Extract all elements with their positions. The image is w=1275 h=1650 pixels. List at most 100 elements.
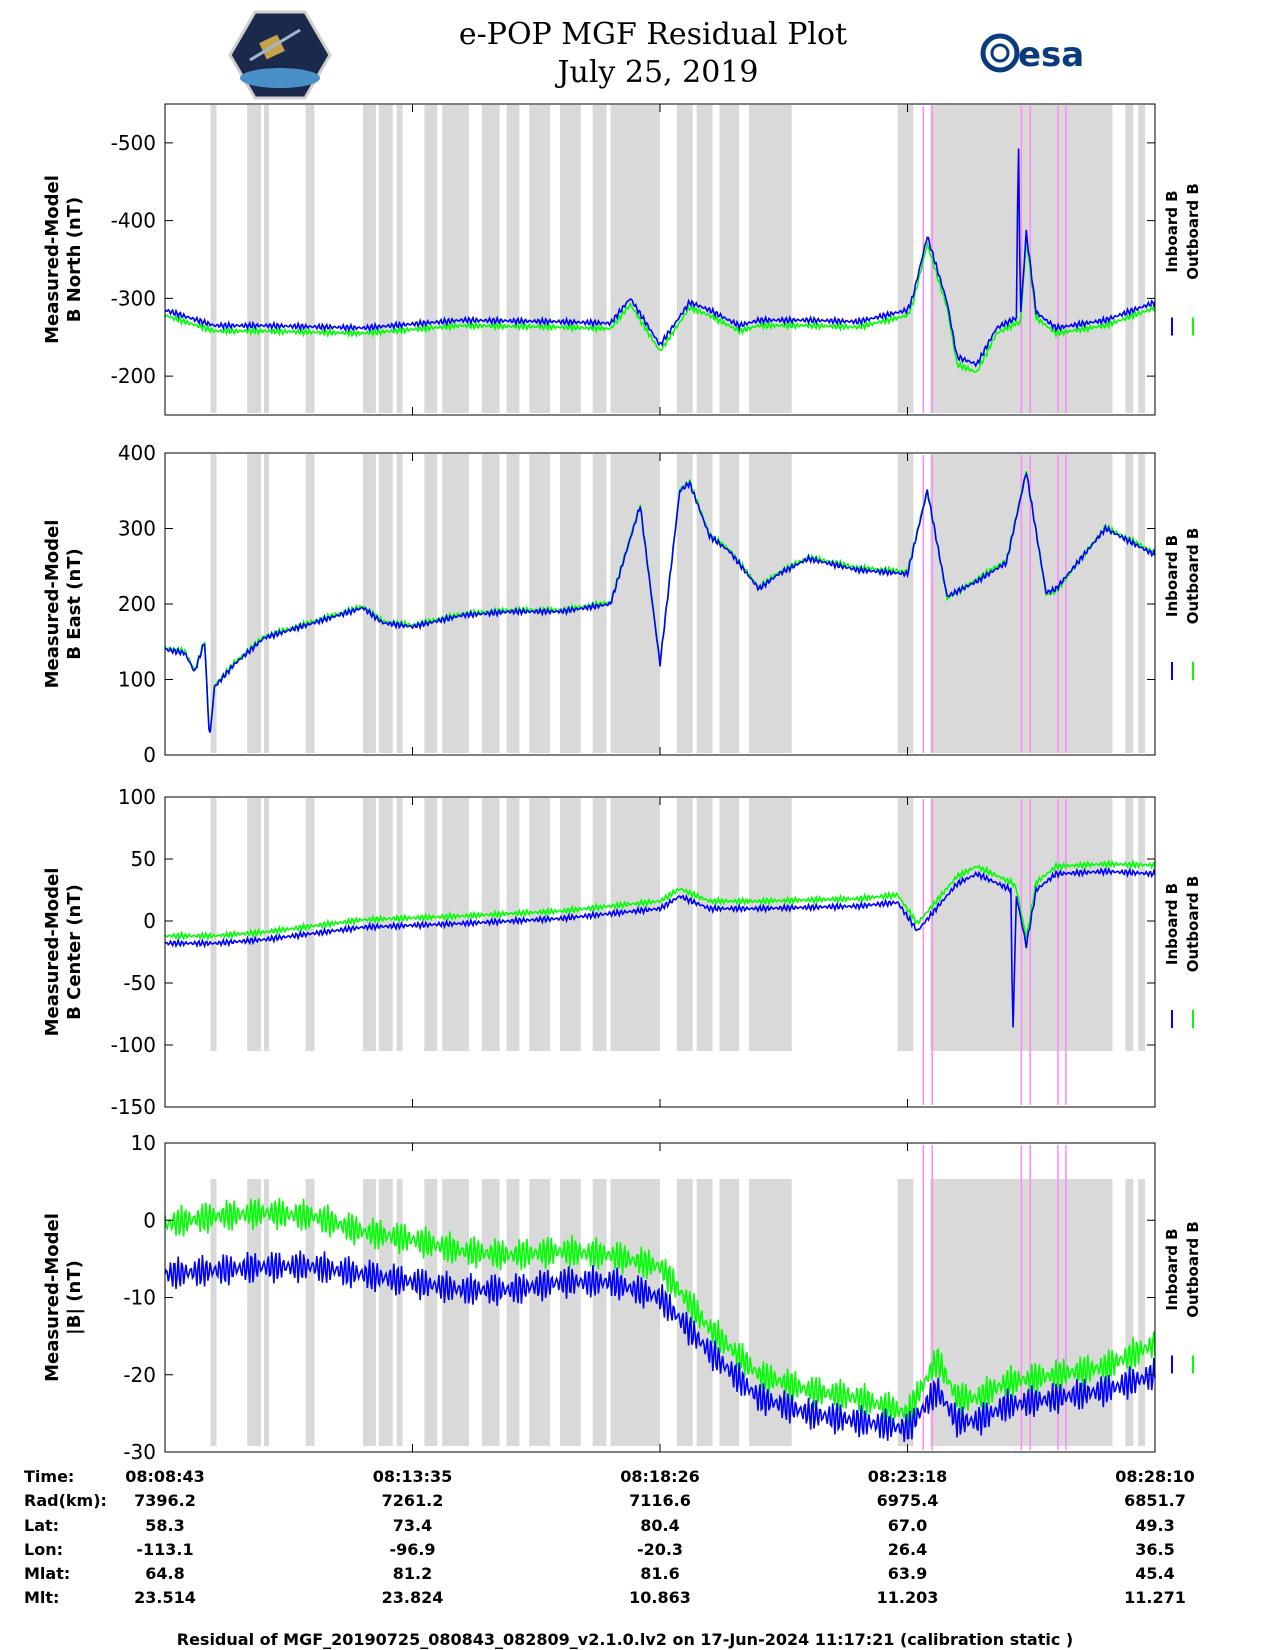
y-axis-label: B North (nT) (64, 197, 85, 323)
esa-logo: esa (980, 33, 1084, 75)
info-row-label: Mlat: (24, 1564, 70, 1583)
data-gap-band (363, 454, 376, 753)
data-gap-band (481, 798, 500, 1051)
data-gap-band (442, 454, 469, 753)
data-gap-band (210, 105, 217, 413)
info-cell: 36.5 (1135, 1540, 1174, 1559)
data-gap-band (749, 454, 792, 753)
data-gap-band (506, 105, 520, 413)
data-gap-band (481, 1179, 500, 1446)
data-gap-band (719, 105, 740, 413)
data-gap-band (506, 454, 520, 753)
data-gap-band (897, 454, 914, 753)
data-gap-band (247, 798, 262, 1051)
data-gap-band (696, 1179, 713, 1446)
data-gap-band (676, 105, 693, 413)
data-gap-band (897, 798, 914, 1051)
legend-label: Outboard B (1184, 1221, 1202, 1318)
data-gap-band (305, 105, 315, 413)
series-line-outboard (164, 1197, 1156, 1426)
data-gap-band (264, 798, 269, 1051)
data-gap-band (363, 1179, 376, 1446)
series-line-inboard (164, 148, 1156, 368)
data-gap-band (1138, 454, 1146, 753)
y-tick-label: 200 (118, 592, 156, 616)
y-tick-label: 300 (118, 517, 156, 541)
info-cell: 10.863 (629, 1588, 691, 1607)
info-cell: 23.824 (382, 1588, 444, 1607)
data-gap-band (378, 105, 393, 413)
info-cell: 26.4 (888, 1540, 927, 1559)
info-cell: -96.9 (389, 1540, 435, 1559)
data-gap-band (749, 105, 792, 413)
data-gap-band (749, 798, 792, 1051)
data-gap-band (378, 1179, 393, 1446)
data-gap-band (481, 105, 500, 413)
data-gap-band (363, 105, 376, 413)
y-tick-label: -20 (123, 1363, 156, 1387)
legend-label: Outboard B (1184, 528, 1202, 625)
data-gap-band (1125, 798, 1134, 1051)
data-gap-band (424, 105, 438, 413)
series-line-inboard (164, 1250, 1156, 1442)
y-tick-label: -400 (111, 209, 156, 233)
panel-north: -200 -300 -400 -500 Measured-Model B North (n… (42, 103, 1202, 416)
data-gap-band (560, 1179, 581, 1446)
plot-title: e-POP MGF Residual Plot (459, 17, 847, 52)
data-gap-band (560, 454, 581, 753)
data-gap-band (719, 454, 740, 753)
data-gap-band (481, 454, 500, 753)
info-cell: 49.3 (1135, 1516, 1174, 1535)
legend-label: Inboard B (1163, 883, 1181, 965)
info-cell: 7116.6 (629, 1491, 691, 1510)
data-gap-band (897, 1179, 914, 1446)
info-cell: 08:13:35 (373, 1467, 453, 1486)
data-gap-band (305, 454, 315, 753)
panel-total: 10 0 -10 -20 -30 Measured-Model |B| (nT) Inboar… (42, 1131, 1202, 1464)
info-cell: 58.3 (145, 1516, 184, 1535)
data-gap-band (696, 105, 713, 413)
data-gap-band (676, 798, 693, 1051)
data-gap-band (719, 1179, 740, 1446)
info-row-label: Rad(km): (24, 1491, 107, 1510)
data-gap-band (610, 798, 660, 1051)
info-cell: 45.4 (1135, 1564, 1174, 1583)
info-cell: 67.0 (888, 1516, 927, 1535)
data-gap-band (396, 454, 403, 753)
plot-date: July 25, 2019 (554, 55, 758, 90)
data-gap-band (610, 1179, 660, 1446)
info-cell: -113.1 (136, 1540, 193, 1559)
series-line-inboard (164, 471, 1156, 733)
info-cell: 63.9 (888, 1564, 927, 1583)
info-row-label: Time: (24, 1467, 74, 1486)
info-cell: 80.4 (640, 1516, 679, 1535)
y-axis-label: Measured-Model (42, 175, 63, 344)
info-cell: 81.2 (393, 1564, 432, 1583)
data-gap-band (529, 454, 551, 753)
info-row-label: Mlt: (24, 1588, 59, 1607)
data-gap-band (592, 798, 607, 1051)
data-gap-band (210, 454, 217, 753)
data-gap-band (1125, 105, 1134, 413)
data-gap-band (396, 1179, 403, 1446)
data-gap-band (592, 1179, 607, 1446)
data-gap-band (529, 798, 551, 1051)
y-axis-label: B Center (nT) (64, 884, 85, 1020)
series-line-outboard (164, 858, 1156, 942)
data-gap-band (897, 105, 914, 413)
y-tick-label: 100 (118, 785, 156, 809)
info-cell: 7261.2 (382, 1491, 444, 1510)
info-cell: 08:23:18 (868, 1467, 948, 1486)
data-gap-band (592, 105, 607, 413)
info-cell: 73.4 (393, 1516, 432, 1535)
info-cell: 7396.2 (134, 1491, 196, 1510)
info-cell: 11.271 (1124, 1588, 1186, 1607)
info-cell: 6851.7 (1124, 1491, 1186, 1510)
data-gap-band (378, 454, 393, 753)
data-gap-band (676, 1179, 693, 1446)
y-tick-label: 0 (143, 1208, 156, 1232)
data-gap-band (210, 1179, 217, 1446)
legend-label: Outboard B (1184, 183, 1202, 280)
y-tick-label: 0 (143, 743, 156, 767)
